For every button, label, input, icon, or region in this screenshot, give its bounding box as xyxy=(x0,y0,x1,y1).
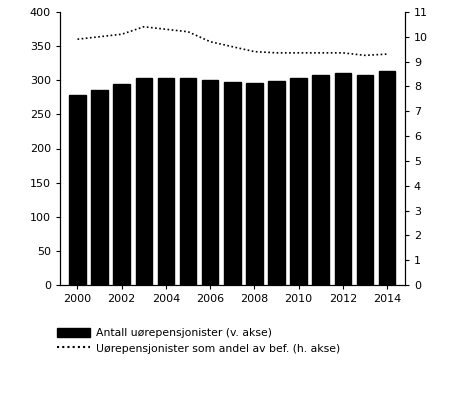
Bar xyxy=(378,71,395,285)
Bar xyxy=(179,78,196,285)
Legend: Antall uørepensjonister (v. akse), Uørepensjonister som andel av bef. (h. akse): Antall uørepensjonister (v. akse), Uørep… xyxy=(53,324,344,358)
Bar xyxy=(334,73,350,285)
Bar xyxy=(224,82,240,285)
Bar xyxy=(91,90,108,285)
Bar xyxy=(157,78,174,285)
Bar xyxy=(113,84,130,285)
Bar xyxy=(356,75,372,285)
Bar xyxy=(202,80,218,285)
Bar xyxy=(69,95,85,285)
Bar xyxy=(268,81,284,285)
Bar xyxy=(312,75,328,285)
Bar xyxy=(246,83,262,285)
Bar xyxy=(290,78,306,285)
Bar xyxy=(135,78,152,285)
